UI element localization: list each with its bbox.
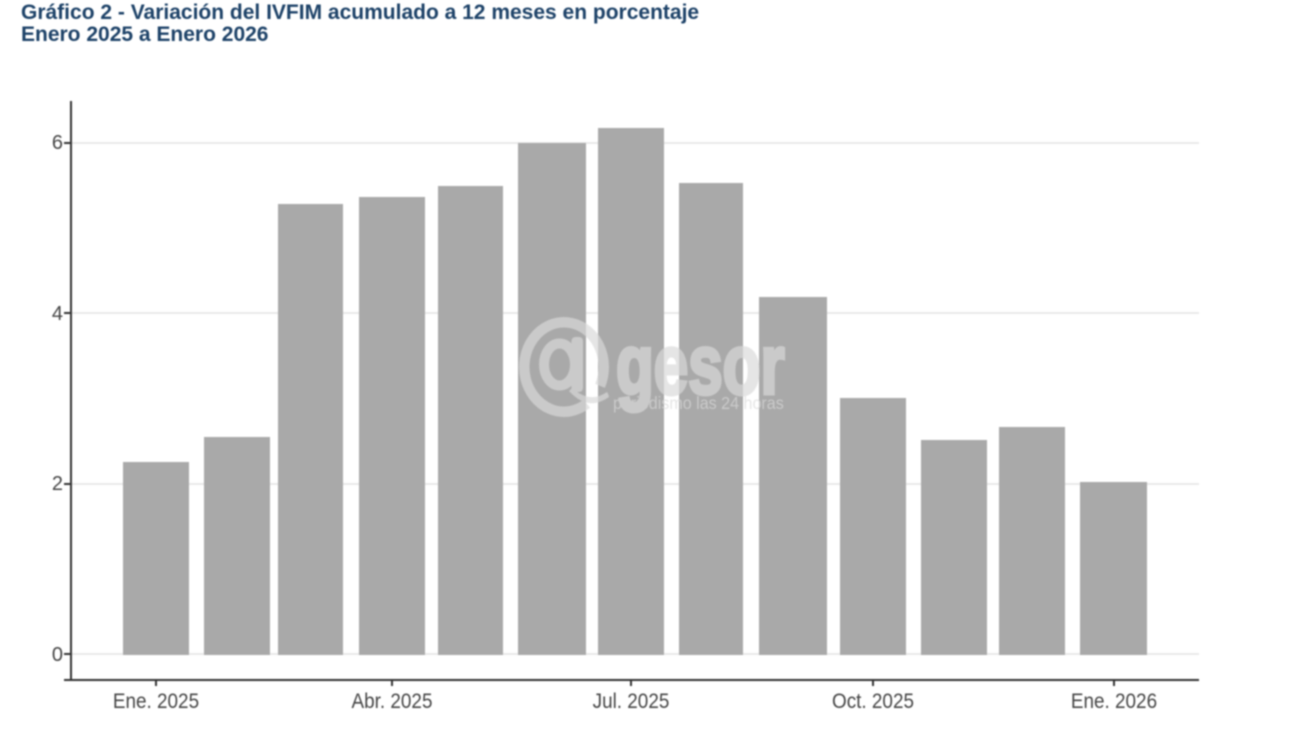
svg-text:gesor: gesor	[616, 317, 785, 411]
svg-text:periodismo las 24 horas: periodismo las 24 horas	[613, 393, 784, 413]
